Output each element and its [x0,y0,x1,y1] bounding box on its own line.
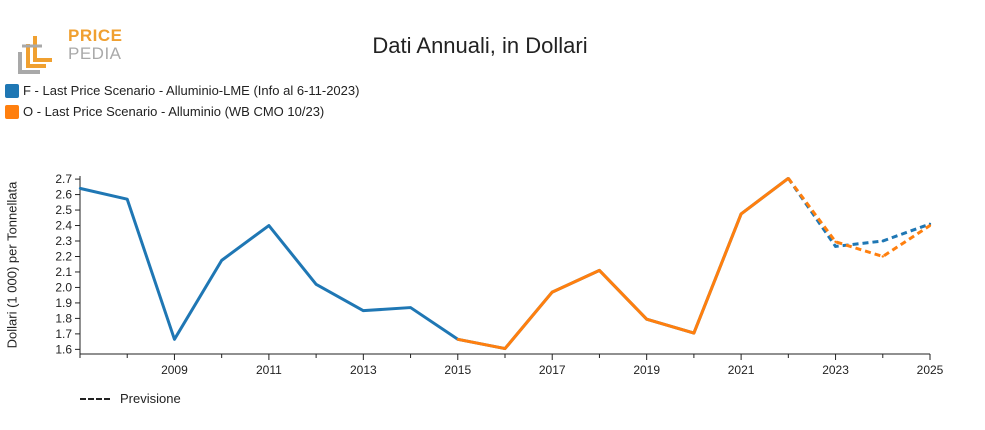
y-tick-label: 1.7 [55,327,72,341]
legend-label-o: O - Last Price Scenario - Alluminio (WB … [23,104,325,119]
x-tick-label: 2017 [539,363,566,377]
y-tick-label: 1.9 [55,296,72,310]
data-point-o [881,255,884,258]
forecast-legend: Previsione [80,391,181,406]
data-point-f [267,224,271,227]
data-point-f [362,309,365,312]
data-point-o [645,317,648,321]
forecast-label: Previsione [120,391,181,406]
data-point-f [834,245,837,248]
data-point-f [409,306,412,309]
data-point-o [503,347,507,350]
y-tick-label: 2.4 [55,219,72,233]
forecast-dash-icon [80,397,110,400]
legend-swatch-f [5,83,19,98]
y-tick-label: 1.8 [55,311,72,325]
data-point-o [692,331,696,335]
x-tick-label: 2019 [633,363,660,377]
pricepedia-logo: PRICE PEDIA [18,24,128,74]
y-tick-label: 2.6 [55,188,72,202]
legend-swatch-o [5,104,19,119]
data-point-f [78,187,82,190]
data-point-o [456,338,459,341]
x-tick-label: 2011 [256,363,282,377]
x-tick-label: 2013 [350,363,377,377]
data-point-o [787,177,790,180]
y-tick-label: 2.2 [55,249,72,263]
y-tick-label: 2.1 [55,265,72,279]
y-tick-label: 2.7 [55,172,72,186]
legend-item-f[interactable]: F - Last Price Scenario - Alluminio-LME … [5,80,359,101]
data-point-f [220,259,223,262]
legend-item-o[interactable]: O - Last Price Scenario - Alluminio (WB … [5,101,359,122]
data-point-o [551,290,554,294]
series-forecast-line-o [787,177,931,259]
series-line-f [79,177,790,351]
data-point-o [928,224,932,227]
chart-title: Dati Annuali, in Dollari [372,33,588,58]
logo-text-price: PRICE [68,26,123,45]
x-tick-label: 2023 [822,363,849,377]
series-lines [78,177,932,351]
data-point-o [739,212,743,216]
series-line-o [457,177,790,351]
y-tick-label: 2.0 [55,280,72,294]
data-point-f [173,338,176,341]
x-tick-label: 2025 [917,363,944,377]
y-tick-label: 2.5 [55,203,72,217]
logo-mark-icon [18,36,52,74]
legend-label-f: F - Last Price Scenario - Alluminio-LME … [23,83,360,98]
data-point-f [881,239,884,243]
axes: 1.61.7 1.81.9 2.02.1 2.22.32.4 2.52.6 2.7 2009… [55,172,943,377]
data-point-o [598,269,601,272]
y-tick-label: 2.3 [55,234,72,248]
series-forecast-line-f [787,177,931,249]
x-tick-label: 2021 [728,363,755,377]
legend: F - Last Price Scenario - Alluminio-LME … [5,80,359,122]
data-point-f [126,198,129,201]
y-tick-label: 1.6 [55,342,72,356]
data-point-f [314,283,318,286]
data-point-o [834,240,837,243]
logo-text-pedia: PEDIA [68,44,122,63]
x-tick-label: 2009 [161,363,188,377]
x-tick-label: 2015 [444,363,471,377]
